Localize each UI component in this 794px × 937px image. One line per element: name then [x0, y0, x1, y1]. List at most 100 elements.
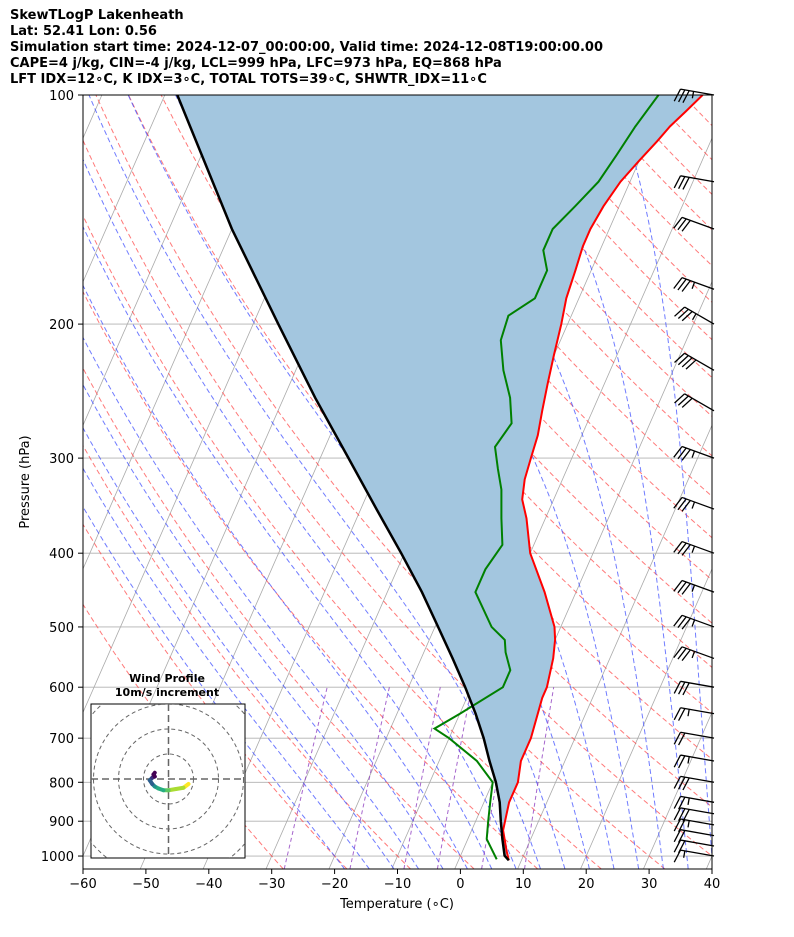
y-axis-title: Pressure (hPa): [18, 435, 33, 528]
x-tick-label: −40: [195, 877, 222, 892]
x-tick-label: 10: [515, 877, 532, 892]
dry-adiabat: [649, 95, 712, 161]
x-tick-label: −30: [258, 877, 285, 892]
dry-adiabat: [83, 523, 348, 869]
wind-barb: [673, 277, 715, 292]
y-tick-label: 300: [49, 452, 74, 467]
mixing-ratio-line: [283, 687, 328, 869]
moist-adiabat: [613, 95, 712, 863]
wind-barbs: [673, 88, 715, 863]
hodograph-body: [91, 704, 245, 858]
wind-barb: [673, 216, 715, 232]
dry-adiabat: [681, 95, 712, 127]
y-tick-label: 200: [49, 318, 74, 333]
wind-barb: [674, 352, 715, 371]
cape-shading: [177, 95, 703, 860]
dry-adiabat: [128, 95, 712, 808]
wind-barb: [673, 646, 715, 662]
mixing-ratio-line: [524, 687, 555, 869]
moist-adiabat: [127, 95, 566, 869]
wind-barb: [673, 496, 715, 512]
dry-adiabat: [616, 95, 712, 196]
temperature-line: [502, 95, 704, 861]
moist-adiabat: [83, 284, 468, 869]
x-tick-label: 40: [704, 877, 721, 892]
wind-barb: [673, 614, 715, 630]
hodograph-ring: [93, 704, 244, 855]
isotherm--10: [391, 137, 712, 869]
dry-adiabat: [95, 95, 712, 857]
moist-adiabat: [396, 95, 664, 869]
chart-title-block: SkewTLogP Lakenheath Lat: 52.41 Lon: 0.5…: [10, 8, 603, 88]
x-tick-label: −60: [69, 877, 96, 892]
parcel-path-line: [176, 95, 510, 862]
title-station: SkewTLogP Lakenheath: [10, 8, 184, 23]
dry-adiabat: [388, 95, 712, 457]
wind-barb: [673, 88, 715, 104]
y-tick-label: 800: [49, 776, 74, 791]
isotherm--100: [83, 95, 166, 283]
dry-adiabat: [83, 139, 666, 869]
dry-adiabat: [83, 444, 411, 869]
wind-barb: [673, 818, 715, 833]
inset-subtitle: 10m/s increment: [115, 686, 219, 699]
y-tick-label: 700: [49, 732, 74, 747]
dry-adiabat: [83, 367, 475, 869]
x-tick-label: −50: [132, 877, 159, 892]
x-tick-label: −20: [321, 877, 348, 892]
dewpoint-line: [432, 95, 660, 860]
x-tick-label: 20: [578, 877, 595, 892]
wind-barb: [674, 306, 715, 325]
x-tick-label: 30: [641, 877, 658, 892]
title-location: Lat: 52.41 Lon: 0.56: [10, 24, 157, 39]
moist-adiabat: [83, 426, 395, 869]
mixing-ratio-line: [436, 687, 473, 869]
moist-adiabat: [83, 467, 370, 869]
title-instability-params: CAPE=4 j/kg, CIN=-4 j/kg, LCL=999 hPa, L…: [10, 56, 502, 71]
title-indices: LFT IDX=12∘C, K IDX=3∘C, TOTAL TOTS=39∘C…: [10, 72, 487, 87]
isotherm--110: [83, 95, 103, 140]
y-tick-label: 400: [49, 547, 74, 562]
mixing-ratio-line: [349, 687, 390, 869]
moist-adiabat: [83, 505, 346, 869]
dry-adiabat: [421, 95, 712, 418]
dry-adiabat: [584, 95, 712, 231]
title-times: Simulation start time: 2024-12-07_00:00:…: [10, 40, 603, 55]
dry-adiabat: [83, 214, 602, 869]
x-tick-label: −10: [384, 877, 411, 892]
wind-barb: [673, 754, 715, 769]
wind-barb: [673, 175, 715, 190]
moist-adiabat: [83, 158, 517, 869]
y-tick-label: 600: [49, 681, 74, 696]
data-layer: [176, 95, 704, 862]
wind-barb: [673, 540, 715, 556]
y-tick-label: 500: [49, 621, 74, 636]
isotherm-40: [705, 854, 712, 869]
x-axis-title: Temperature (∘C): [339, 897, 454, 912]
wind-barb: [674, 393, 715, 412]
moist-adiabat: [83, 336, 444, 869]
wind-barb: [673, 445, 715, 461]
dry-adiabat: [83, 290, 539, 869]
moist-adiabat: [83, 383, 420, 869]
axes: −60 −50 −40 −30 −20 −10 0 10 20 30 40 100 200 300 400 5…: [41, 89, 720, 892]
wind-barb: [673, 795, 715, 810]
wind-barb: [673, 849, 715, 863]
x-tick-label: 0: [456, 877, 464, 892]
wind-barb: [673, 707, 715, 721]
wind-barb: [673, 807, 715, 822]
mixing-ratio-line: [403, 687, 441, 869]
isotherm-30: [643, 711, 712, 869]
mixing-ratio-line: [481, 687, 514, 869]
inset-title: Wind Profile: [129, 672, 205, 685]
isotherm--90: [83, 95, 229, 427]
wind-barb: [673, 579, 715, 595]
dry-adiabat: [715, 95, 794, 869]
y-tick-label: 1000: [41, 850, 74, 865]
wind-barb: [673, 731, 715, 746]
dry-adiabat: [356, 95, 712, 498]
wind-barb: [673, 680, 715, 696]
moist-adiabat: [88, 95, 541, 869]
